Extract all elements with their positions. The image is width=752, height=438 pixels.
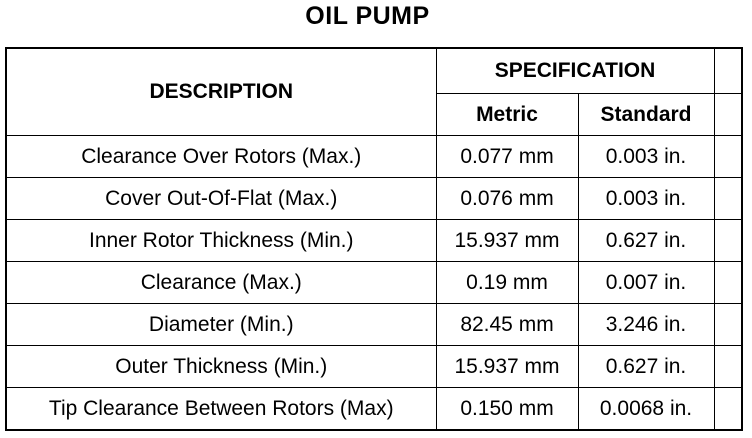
metric-cell: 15.937 mm [435, 345, 579, 388]
description-cell: Clearance (Max.) [5, 261, 437, 304]
description-cell: Diameter (Min.) [5, 303, 437, 346]
title: OIL PUMP [305, 2, 430, 30]
data-row: Clearance (Max.) 0.19 mm 0.007 in. [5, 261, 743, 304]
description-cell: Tip Clearance Between Rotors (Max) [5, 387, 437, 431]
metric-cell: 82.45 mm [435, 303, 579, 346]
standard-cell: 0.627 in. [577, 219, 715, 262]
blank-cell [713, 345, 743, 388]
description-cell: Cover Out-Of-Flat (Max.) [5, 177, 437, 220]
standard-cell: 0.0068 in. [577, 387, 715, 431]
standard-cell: 0.007 in. [577, 261, 715, 304]
table-body: DESCRIPTION SPECIFICATION Metric Standar… [5, 47, 743, 431]
blank-cell [713, 303, 743, 346]
blank-cell [713, 219, 743, 262]
description-cell: Clearance Over Rotors (Max.) [5, 135, 437, 178]
header-row: DESCRIPTION SPECIFICATION [5, 47, 743, 136]
blank-cell [713, 387, 743, 431]
description-cell: Outer Thickness (Min.) [5, 345, 437, 388]
header-standard: Standard [577, 93, 715, 136]
metric-cell: 0.150 mm [435, 387, 579, 431]
header-description: DESCRIPTION [5, 47, 437, 136]
metric-cell: 0.19 mm [435, 261, 579, 304]
metric-cell: 0.077 mm [435, 135, 579, 178]
data-row: Outer Thickness (Min.) 15.937 mm 0.627 in. [5, 345, 743, 388]
data-row: Clearance Over Rotors (Max.) 0.077 mm 0.00… [5, 135, 743, 178]
standard-cell: 3.246 in. [577, 303, 715, 346]
data-row: Diameter (Min.) 82.45 mm 3.246 in. [5, 303, 743, 346]
blank-cell [713, 135, 743, 178]
standard-cell: 0.003 in. [577, 177, 715, 220]
description-cell: Inner Rotor Thickness (Min.) [5, 219, 437, 262]
header-metric: Metric [435, 93, 579, 136]
blank-cell [713, 93, 743, 136]
blank-cell [713, 177, 743, 220]
header-specification: SPECIFICATION [435, 47, 715, 94]
metric-cell: 0.076 mm [435, 177, 579, 220]
data-row: Inner Rotor Thickness (Min.) 15.937 mm 0.6… [5, 219, 743, 262]
standard-cell: 0.627 in. [577, 345, 715, 388]
data-row: Cover Out-Of-Flat (Max.) 0.076 mm 0.003 in… [5, 177, 743, 220]
blank-cell [713, 47, 743, 94]
blank-cell [713, 261, 743, 304]
header-row: Metric Standard [6, 93, 743, 136]
metric-cell: 15.937 mm [435, 219, 579, 262]
standard-cell: 0.003 in. [577, 135, 715, 178]
data-row: Tip Clearance Between Rotors (Max) 0.150 … [5, 387, 743, 431]
spec-table: DESCRIPTION SPECIFICATION Metric Standar… [5, 47, 743, 431]
